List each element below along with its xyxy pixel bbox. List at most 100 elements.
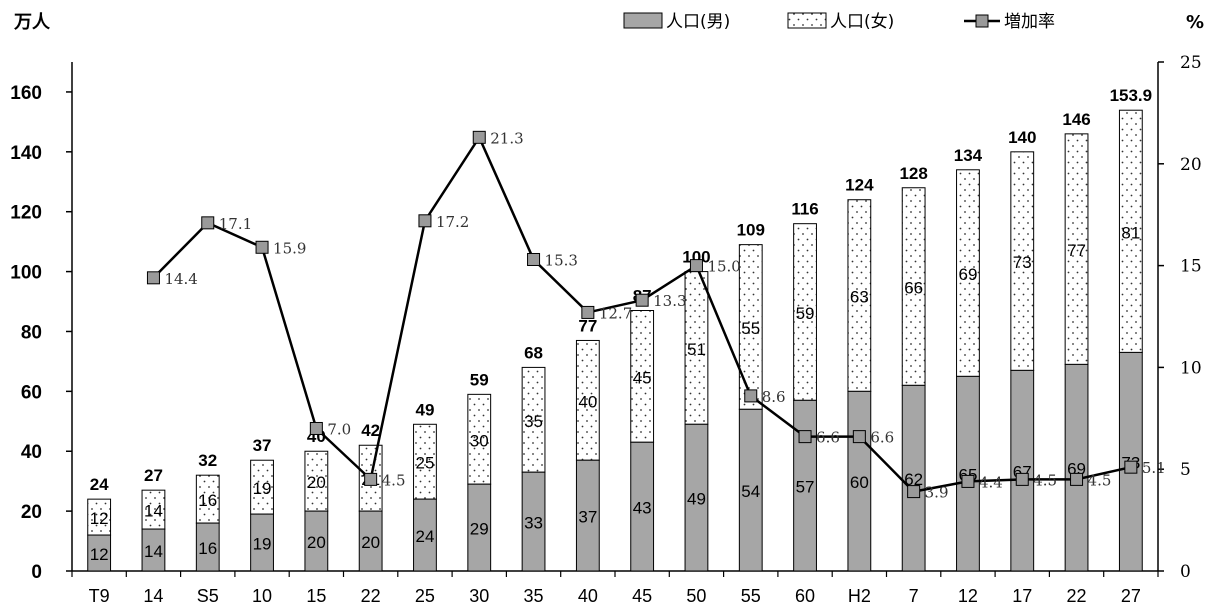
- female-value-label: 63: [850, 288, 869, 307]
- bar-male: [630, 441, 655, 572]
- x-tick-label: 10: [252, 586, 272, 606]
- bar-male: [901, 384, 926, 572]
- female-value-label: 14: [144, 502, 163, 521]
- bar-male: [467, 483, 492, 572]
- x-tick-label: 7: [909, 586, 919, 606]
- growth-rate-marker: [201, 216, 215, 230]
- growth-rate-label: 7.0: [327, 420, 351, 438]
- growth-rate-label: 15.9: [273, 239, 306, 257]
- male-value-label: 29: [470, 520, 489, 539]
- total-value-label: 77: [578, 316, 597, 335]
- growth-rate-label: 15.0: [707, 258, 740, 276]
- legend-swatch-male: [623, 12, 663, 29]
- total-value-label: 27: [144, 466, 163, 485]
- growth-rate-label: 6.6: [816, 429, 840, 447]
- growth-rate-label: 17.2: [436, 213, 469, 231]
- male-value-label: 24: [415, 527, 434, 546]
- growth-rate-marker: [744, 389, 758, 403]
- growth-rate-marker: [1015, 472, 1029, 486]
- growth-rate-label: 5.1: [1142, 459, 1166, 477]
- legend-label-male: 人口(男): [666, 12, 730, 32]
- bar-male: [87, 534, 112, 572]
- female-value-label: 20: [307, 473, 326, 492]
- bar-male: [575, 459, 600, 572]
- y-right-tick-label: 20: [1180, 155, 1202, 175]
- bar-male: [521, 471, 546, 572]
- growth-rate-label: 4.4: [979, 473, 1003, 491]
- x-tick-label: 55: [741, 586, 761, 606]
- female-value-label: 35: [524, 412, 543, 431]
- female-value-label: 66: [904, 279, 923, 298]
- bar-male: [1064, 363, 1089, 572]
- x-tick-label: 22: [1067, 586, 1087, 606]
- growth-rate-label: 15.3: [545, 251, 578, 269]
- female-value-label: 55: [741, 319, 760, 338]
- growth-rate-marker: [527, 252, 541, 266]
- growth-rate-marker: [798, 430, 812, 444]
- male-value-label: 19: [253, 535, 272, 554]
- bar-male: [684, 423, 709, 572]
- growth-rate-label: 4.5: [1088, 471, 1112, 489]
- total-value-label: 140: [1008, 128, 1036, 147]
- female-value-label: 30: [470, 431, 489, 450]
- x-tick-label: 17: [1012, 586, 1032, 606]
- female-value-label: 16: [198, 491, 217, 510]
- female-value-label: 69: [958, 265, 977, 284]
- growth-rate-label: 17.1: [219, 215, 252, 233]
- growth-rate-marker: [146, 271, 160, 285]
- bars: [87, 109, 1143, 572]
- x-tick-label: 30: [469, 586, 489, 606]
- bar-male: [956, 375, 980, 572]
- x-tick-label: 15: [306, 586, 326, 606]
- male-value-label: 20: [307, 533, 326, 552]
- legend-label-female: 人口(女): [830, 12, 894, 32]
- total-value-label: 68: [524, 343, 543, 362]
- growth-rate-marker: [1124, 460, 1138, 474]
- male-value-label: 54: [741, 482, 760, 501]
- total-value-label: 146: [1062, 110, 1090, 129]
- y-left-tick-label: 100: [10, 263, 42, 284]
- y-right-tick-label: 15: [1180, 257, 1202, 277]
- growth-rate-marker: [255, 240, 269, 254]
- male-value-label: 37: [578, 508, 597, 527]
- bar-male: [141, 528, 166, 572]
- female-value-label: 51: [687, 340, 706, 359]
- growth-rate-label: 21.3: [490, 129, 523, 147]
- y-left-tick-label: 140: [10, 143, 42, 164]
- female-value-label: 40: [578, 392, 597, 411]
- total-value-label: 37: [253, 436, 272, 455]
- x-tick-label: 22: [361, 586, 381, 606]
- y-right-tick-label: 10: [1180, 358, 1202, 378]
- male-value-label: 20: [361, 533, 380, 552]
- growth-rate-marker: [1070, 472, 1084, 486]
- bar-male: [195, 522, 220, 572]
- legend-marker-rate: [975, 14, 989, 28]
- growth-rate-marker: [635, 293, 649, 307]
- growth-rate-label: 3.9: [925, 484, 949, 502]
- bar-male: [358, 510, 383, 572]
- female-value-label: 45: [633, 368, 652, 387]
- growth-rate-marker: [418, 214, 432, 228]
- y-left-tick-label: 120: [10, 203, 42, 224]
- y-left-tick-label: 40: [21, 442, 42, 463]
- y-left-unit: 万人: [13, 12, 51, 33]
- y-left-tick-label: 80: [21, 322, 42, 343]
- total-value-label: 100: [682, 248, 710, 267]
- growth-rate-label: 4.5: [1033, 471, 1057, 489]
- total-value-label: 49: [415, 400, 434, 419]
- male-value-label: 57: [796, 478, 815, 497]
- y-right-tick-label: 0: [1180, 562, 1191, 582]
- male-value-label: 12: [90, 545, 109, 564]
- total-value-label: 128: [899, 164, 927, 183]
- total-labels: 2427323740424959687787100109116124128134…: [90, 86, 1152, 494]
- x-tick-label: 40: [578, 586, 598, 606]
- total-value-label: 153.9: [1110, 86, 1153, 105]
- growth-rate-marker: [364, 472, 378, 486]
- segment-labels: 1212141416161919202020212425293033353740…: [90, 223, 1141, 564]
- male-value-label: 60: [850, 473, 869, 492]
- total-value-label: 116: [791, 200, 818, 219]
- male-value-label: 14: [144, 542, 163, 561]
- growth-rate-marker: [961, 474, 975, 488]
- female-value-label: 81: [1121, 223, 1140, 242]
